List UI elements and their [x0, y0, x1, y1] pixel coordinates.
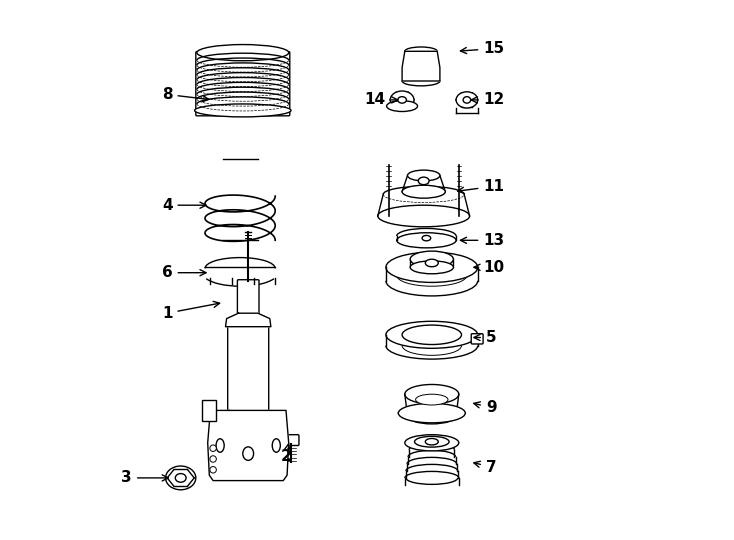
- Ellipse shape: [390, 91, 414, 109]
- Circle shape: [210, 467, 217, 473]
- Text: 3: 3: [121, 470, 168, 485]
- Text: 11: 11: [458, 179, 504, 194]
- Circle shape: [210, 456, 217, 462]
- Ellipse shape: [195, 104, 291, 117]
- Ellipse shape: [197, 45, 288, 61]
- Ellipse shape: [272, 438, 280, 453]
- Circle shape: [210, 445, 217, 451]
- Text: 5: 5: [474, 330, 496, 345]
- FancyBboxPatch shape: [228, 325, 269, 412]
- Text: 4: 4: [162, 198, 206, 213]
- Text: 8: 8: [162, 87, 208, 102]
- Polygon shape: [402, 51, 440, 81]
- FancyBboxPatch shape: [471, 334, 483, 344]
- Text: 7: 7: [474, 460, 496, 475]
- Text: 12: 12: [471, 92, 504, 107]
- Ellipse shape: [402, 185, 446, 198]
- Ellipse shape: [425, 438, 438, 445]
- FancyBboxPatch shape: [196, 51, 290, 116]
- Ellipse shape: [415, 394, 448, 405]
- Ellipse shape: [166, 466, 196, 490]
- Ellipse shape: [410, 261, 454, 274]
- Polygon shape: [208, 410, 288, 481]
- Ellipse shape: [386, 321, 478, 348]
- Polygon shape: [225, 313, 271, 327]
- Ellipse shape: [387, 100, 418, 111]
- Ellipse shape: [410, 251, 454, 267]
- Text: 1: 1: [162, 301, 219, 321]
- Text: 6: 6: [161, 265, 206, 280]
- Text: 14: 14: [365, 92, 398, 107]
- Text: 13: 13: [460, 233, 504, 248]
- Ellipse shape: [378, 205, 470, 227]
- Ellipse shape: [422, 235, 431, 241]
- Ellipse shape: [402, 325, 462, 345]
- Ellipse shape: [398, 97, 407, 103]
- Text: 15: 15: [460, 41, 504, 56]
- Ellipse shape: [404, 435, 459, 451]
- Ellipse shape: [386, 252, 478, 282]
- Ellipse shape: [407, 170, 440, 181]
- Ellipse shape: [243, 447, 254, 460]
- Ellipse shape: [425, 259, 438, 267]
- FancyBboxPatch shape: [237, 280, 259, 314]
- Text: 10: 10: [474, 260, 504, 275]
- Ellipse shape: [415, 436, 449, 447]
- Ellipse shape: [216, 438, 224, 453]
- Ellipse shape: [396, 233, 456, 248]
- Ellipse shape: [404, 384, 459, 404]
- Ellipse shape: [418, 177, 429, 185]
- Ellipse shape: [402, 76, 440, 86]
- Ellipse shape: [399, 403, 465, 423]
- Bar: [203, 400, 216, 421]
- Ellipse shape: [463, 97, 470, 103]
- FancyBboxPatch shape: [284, 435, 299, 446]
- Text: 2: 2: [280, 443, 291, 464]
- Ellipse shape: [175, 474, 186, 482]
- Text: 9: 9: [474, 400, 496, 415]
- Ellipse shape: [456, 92, 478, 108]
